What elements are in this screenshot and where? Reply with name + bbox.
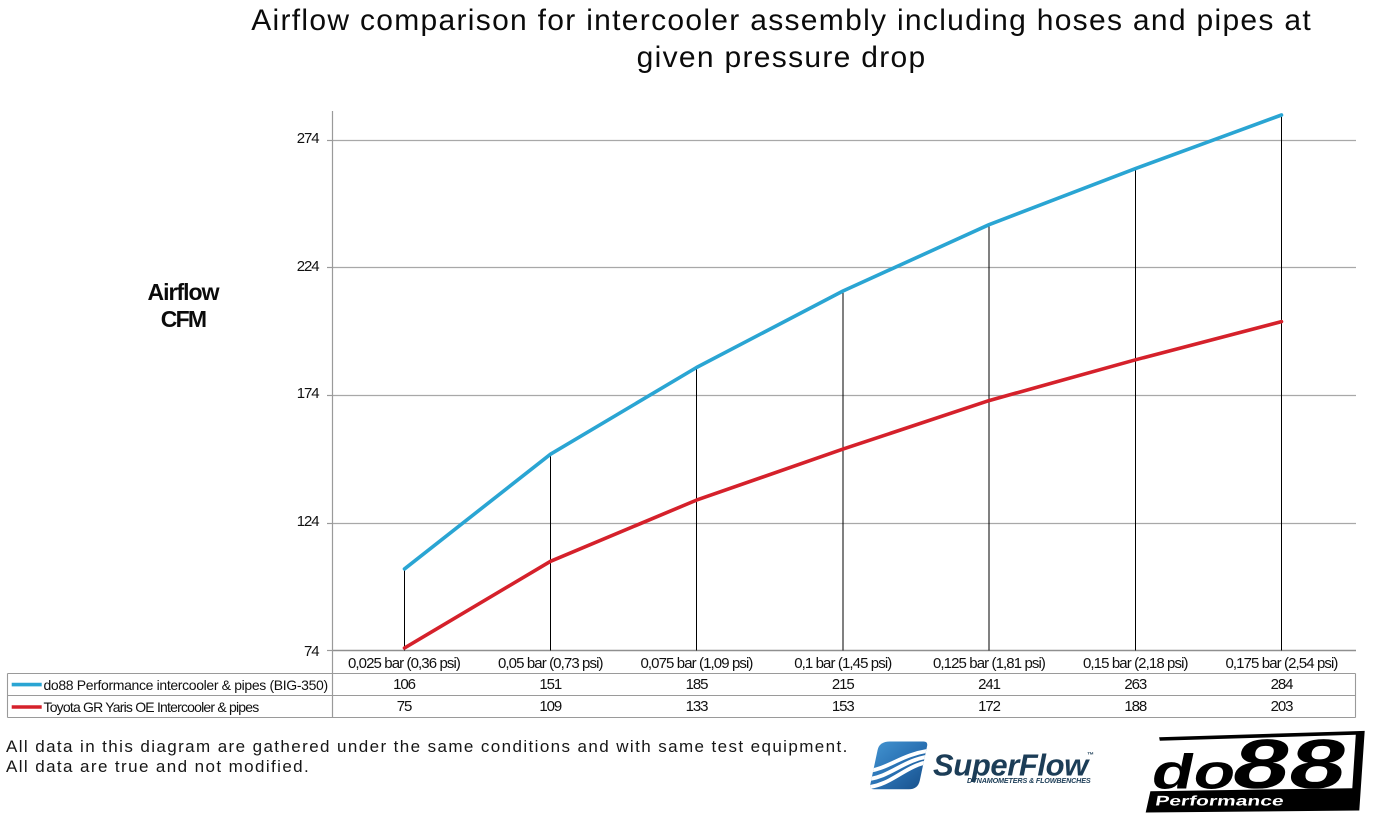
svg-text:88: 88 (1225, 725, 1354, 803)
svg-text:do: do (1147, 744, 1242, 799)
svg-text:™: ™ (1087, 752, 1094, 759)
svg-text:SuperFlow: SuperFlow (933, 748, 1090, 783)
svg-text:Performance: Performance (1154, 793, 1285, 809)
svg-text:DYNAMOMETERS & FLOWBENCHES: DYNAMOMETERS & FLOWBENCHES (967, 776, 1091, 785)
